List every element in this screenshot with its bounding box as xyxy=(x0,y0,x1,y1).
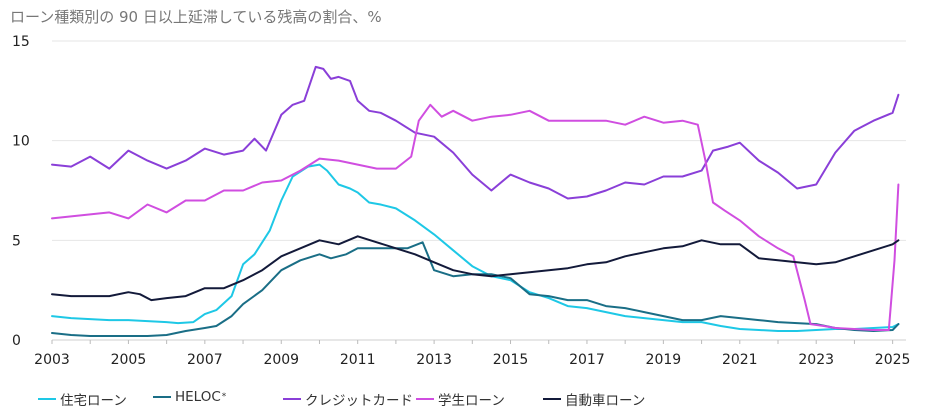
legend-label: HELOC xyxy=(175,389,221,405)
x-tick-label: 2007 xyxy=(187,352,223,368)
series-line-3 xyxy=(51,103,900,331)
legend-label: 学生ローン xyxy=(438,393,505,409)
y-tick-label: 5 xyxy=(12,233,21,249)
series-line-1 xyxy=(51,241,900,337)
x-axis: 2003 2005 2007 2009 2011 2013 2015 2017 2019 2021… xyxy=(34,339,911,368)
y-tick-label: 0 xyxy=(12,333,21,349)
y-tick-label: 15 xyxy=(12,34,30,50)
legend-item-4: 自動車ローン xyxy=(543,389,645,409)
legend-swatch xyxy=(38,397,56,401)
legend-label: クレジットカード xyxy=(305,393,413,409)
x-tick-label: 2011 xyxy=(340,352,376,368)
series-line-0 xyxy=(51,163,900,332)
x-tick-label: 2021 xyxy=(722,352,758,368)
series-line-2 xyxy=(51,65,900,200)
x-tick-label: 2025 xyxy=(875,352,911,368)
x-tick-label: 2013 xyxy=(416,352,452,368)
legend-label: 住宅ローン xyxy=(60,393,127,409)
series-lines xyxy=(51,65,900,337)
legend-item-0: 住宅ローン xyxy=(38,389,127,409)
x-tick-label: 2023 xyxy=(798,352,834,368)
gridlines xyxy=(52,40,906,341)
chart-title: ローン種類別の 90 日以上延滞している残高の割合、% xyxy=(10,8,382,26)
x-tick-label: 2015 xyxy=(493,352,529,368)
x-tick-label: 2017 xyxy=(569,352,605,368)
x-tick-label: 2019 xyxy=(646,352,682,368)
legend-swatch xyxy=(153,395,171,399)
legend-item-2: クレジットカード xyxy=(283,389,413,409)
legend-swatch xyxy=(543,397,561,401)
x-tick-label: 2005 xyxy=(111,352,147,368)
x-tick-label: 2009 xyxy=(263,352,299,368)
legend-label: 自動車ローン xyxy=(565,393,646,409)
x-tick-label: 2003 xyxy=(34,352,70,368)
y-axis-ticks: 0 5 10 15 xyxy=(12,34,30,349)
legend-item-3: 学生ローン xyxy=(416,389,505,409)
legend-item-1: HELOC * xyxy=(153,389,226,405)
legend-swatch xyxy=(416,397,434,401)
legend-swatch xyxy=(283,397,301,401)
y-tick-label: 10 xyxy=(12,134,30,150)
series-line-4 xyxy=(51,235,900,302)
legend-superscript: * xyxy=(221,392,227,402)
